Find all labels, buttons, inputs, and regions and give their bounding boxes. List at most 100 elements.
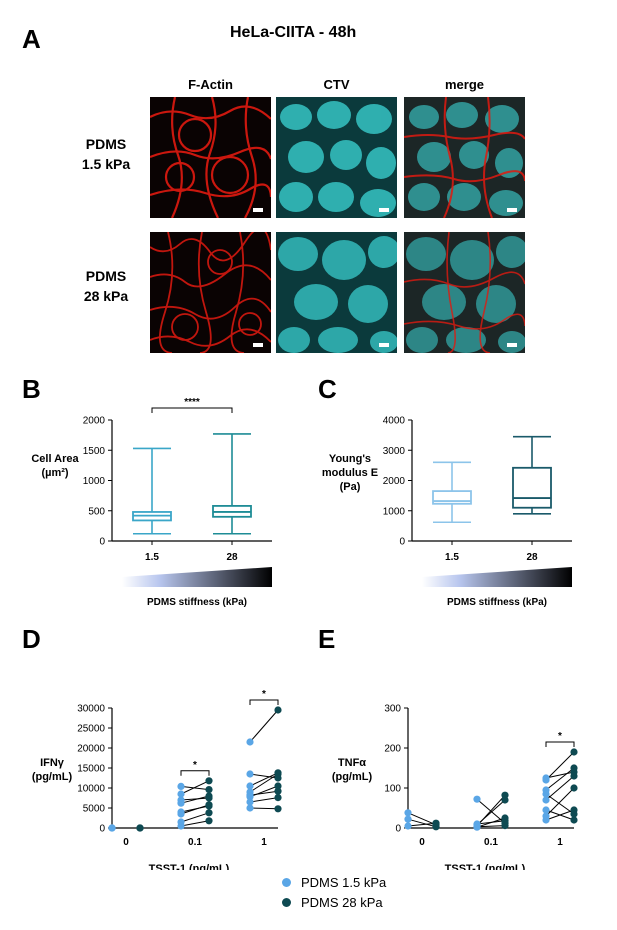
data-point-soft [404,809,412,817]
y-tick-label: 0 [99,824,105,835]
legend-marker [282,897,291,907]
pair-line [249,785,279,798]
y-tick-label: 0 [99,537,105,548]
data-point-soft [246,770,254,778]
x-tick-label: 28 [226,552,238,563]
chart-cell-area: 0 500 1000 1500 2000 1.5 28 Cell Area (µm²) **** P… [31,397,272,608]
significance-label: **** [184,397,200,408]
x-axis-label: TSST-1 (ng/mL) [445,863,526,870]
panel-label-b: B [22,374,41,404]
data-point-soft [542,774,550,782]
data-point-soft [246,798,254,806]
data-point-soft [177,782,185,790]
significance-bracket [545,741,575,747]
micrograph-factin-stiff [150,232,271,353]
y-tick-label: 3000 [383,446,406,457]
data-point-stiff [274,787,282,795]
y-tick-label: 2000 [383,476,406,487]
significance-bracket [180,770,210,776]
panel-label-d: D [22,624,41,654]
y-axis-label: modulus E [322,467,378,479]
micrograph-merge-stiff [404,232,525,353]
scale-bar [507,208,517,212]
data-point-soft [542,806,550,814]
pair-line [249,807,279,810]
y-axis-label: TNFα [338,757,366,769]
data-point-soft [177,796,185,804]
y-tick-label: 1000 [383,506,406,517]
x-tick-label: 0.1 [188,837,202,848]
scale-bar [507,343,517,347]
micrograph-ctv-stiff [276,232,397,353]
panel-label-c: C [318,374,337,404]
data-point-soft [246,793,254,801]
micrograph-ctv-soft [276,97,397,218]
pair-line [180,805,210,813]
y-axis-label: (pg/mL) [32,771,73,783]
legend-label: PDMS 1.5 kPa [301,874,387,890]
data-point-soft [542,790,550,798]
row-label-1: PDMS 1.5 kPa [81,136,131,172]
data-point-stiff [205,802,213,810]
x-tick-label: 1.5 [445,552,459,563]
scale-bar [253,343,263,347]
pair-line [249,709,279,743]
x-tick-label: 1 [557,837,563,848]
data-point-stiff [570,816,578,824]
y-tick-label: 1500 [83,446,106,457]
y-tick-label: 500 [88,506,105,517]
data-point-stiff [432,819,440,827]
data-point-soft [177,818,185,826]
scale-bar [379,208,389,212]
panel-label-e: E [318,624,336,654]
data-point-soft [246,738,254,746]
y-axis-label: (µm²) [41,467,68,479]
x-tick-label: 1 [261,837,267,848]
data-point-stiff [205,777,213,785]
data-point-soft [246,804,254,812]
figure-title: HeLa-CIITA - 48h [230,24,357,41]
y-tick-label: 1000 [83,476,106,487]
y-tick-label: 15000 [77,764,105,775]
significance-label: * [558,731,562,742]
chart-youngs-modulus: 0 1000 2000 3000 4000 1.5 28 Young's modulus E (P… [322,416,572,608]
row-label-2: PDMS 28 kPa [83,268,129,304]
pair-line [545,809,575,821]
legend: PDMS 1.5 kPa PDMS 28 kPa [282,872,386,912]
data-point-stiff [570,768,578,776]
x-axis-label: TSST-1 (ng/mL) [149,863,230,870]
legend-item: PDMS 1.5 kPa [282,872,386,892]
pair-line [180,780,210,795]
y-axis-label: (pg/mL) [332,771,373,783]
x-tick-label: 0.1 [484,837,498,848]
y-tick-label: 200 [384,744,401,755]
data-point-soft [404,815,412,823]
pair-line [180,797,210,801]
y-tick-label: 25000 [77,724,105,735]
y-tick-label: 4000 [383,416,406,427]
legend-marker [282,877,291,887]
pair-line [407,812,437,826]
data-point-stiff [570,784,578,792]
data-point-stiff [570,748,578,756]
data-point-stiff [205,817,213,825]
pair-line [476,820,506,825]
pair-line [545,793,575,815]
data-point-stiff [274,774,282,782]
pair-line [545,775,575,801]
pair-line [180,812,210,823]
micrograph-factin-soft [150,97,271,218]
y-tick-label: 300 [384,704,401,715]
data-point-stiff [501,796,509,804]
pair-line [249,797,279,803]
pair-line [407,822,437,827]
data-point-stiff [205,809,213,817]
y-tick-label: 2000 [83,416,106,427]
scale-bar [253,208,263,212]
y-tick-label: 10000 [77,784,105,795]
pair-line [476,799,506,826]
y-axis-label: IFNγ [40,757,65,769]
box-iqr [512,466,552,509]
y-axis-label: Young's [329,453,371,465]
data-point-stiff [274,769,282,777]
